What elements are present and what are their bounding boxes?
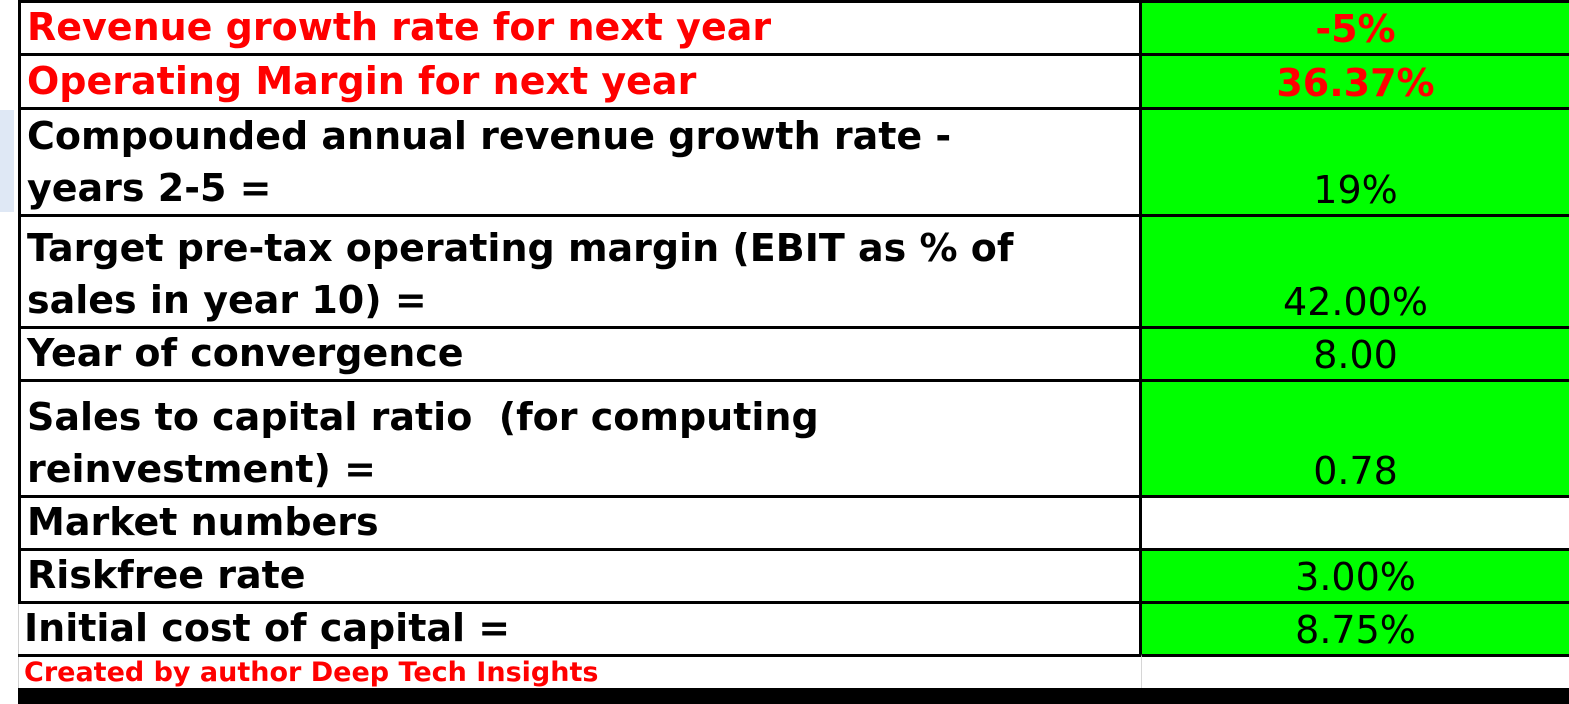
spreadsheet: Revenue growth rate for next year -5% Op… — [18, 0, 1569, 688]
table-row: Year of convergence 8.00 — [18, 326, 1569, 379]
value-cell[interactable]: 42.00% — [1142, 214, 1569, 326]
value-cell[interactable]: 8.00 — [1142, 326, 1569, 379]
label-cell[interactable]: Sales to capital ratio (for computing re… — [18, 379, 1142, 495]
label-cell[interactable]: Riskfree rate — [18, 548, 1142, 601]
table-row: Initial cost of capital = 8.75% — [18, 601, 1569, 654]
table-row: Operating Margin for next year 36.37% — [18, 53, 1569, 107]
value-cell[interactable]: 3.00% — [1142, 548, 1569, 601]
bottom-border-bar — [18, 688, 1569, 704]
value-cell[interactable] — [1142, 495, 1569, 548]
label-cell[interactable]: Initial cost of capital = — [18, 601, 1142, 654]
value-cell[interactable]: -5% — [1142, 0, 1569, 53]
credit-row: Created by author Deep Tech Insights — [18, 654, 1569, 688]
value-cell[interactable]: 0.78 — [1142, 379, 1569, 495]
table-row: Revenue growth rate for next year -5% — [18, 0, 1569, 53]
label-cell[interactable]: Market numbers — [18, 495, 1142, 548]
table-row: Compounded annual revenue growth rate - … — [18, 107, 1569, 214]
empty-cell[interactable] — [1142, 654, 1569, 688]
label-cell[interactable]: Revenue growth rate for next year — [18, 0, 1142, 53]
table-row: Market numbers — [18, 495, 1569, 548]
label-cell[interactable]: Target pre-tax operating margin (EBIT as… — [18, 214, 1142, 326]
value-cell[interactable]: 8.75% — [1142, 601, 1569, 654]
table-row: Riskfree rate 3.00% — [18, 548, 1569, 601]
table-row: Target pre-tax operating margin (EBIT as… — [18, 214, 1569, 326]
label-cell[interactable]: Year of convergence — [18, 326, 1142, 379]
row-header-gutter — [0, 0, 19, 688]
value-cell[interactable]: 19% — [1142, 107, 1569, 214]
label-cell[interactable]: Operating Margin for next year — [18, 53, 1142, 107]
table-row: Sales to capital ratio (for computing re… — [18, 379, 1569, 495]
value-cell[interactable]: 36.37% — [1142, 53, 1569, 107]
row-header-selection — [0, 110, 14, 212]
credit-text: Created by author Deep Tech Insights — [18, 654, 1142, 688]
label-cell[interactable]: Compounded annual revenue growth rate - … — [18, 107, 1142, 214]
